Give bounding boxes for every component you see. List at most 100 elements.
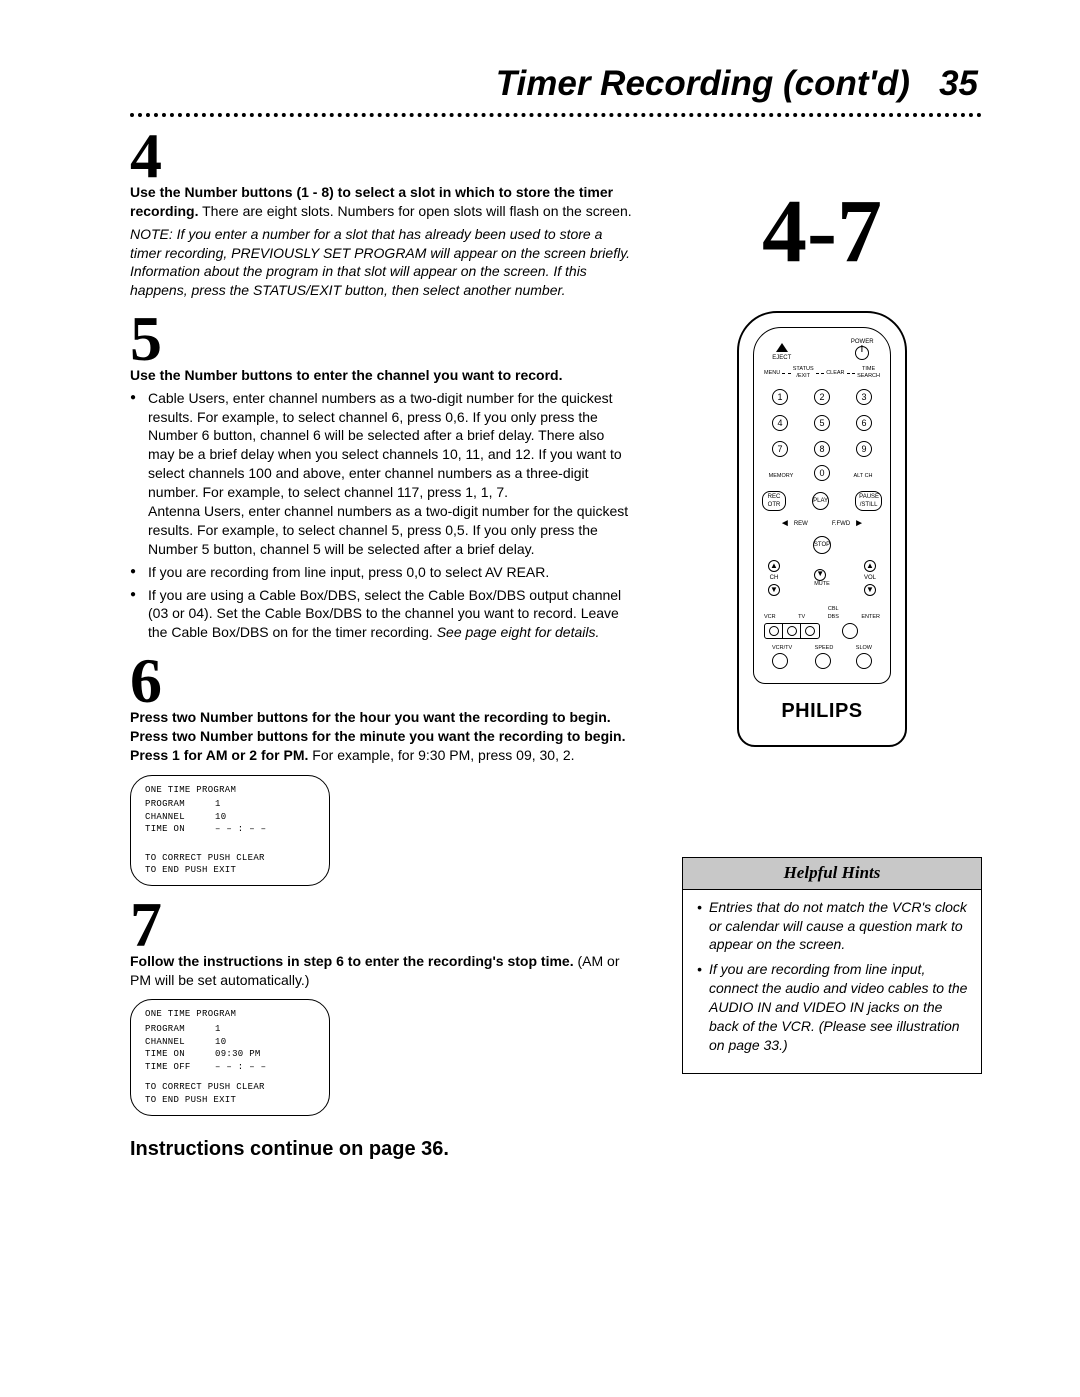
rew-label: REW [794, 520, 808, 528]
vol-label: VOL [864, 574, 876, 582]
osd2-r1k: CHANNEL [145, 1036, 215, 1049]
altch-label: ALT CH [848, 473, 878, 480]
num-4: 4 [772, 415, 788, 431]
ffwd-label: F.FWD [832, 520, 850, 528]
num-0: 0 [814, 465, 830, 481]
ch-label: CH [770, 574, 779, 582]
speed-button [815, 653, 831, 669]
brand-label: PHILIPS [753, 698, 891, 725]
ch-down-icon: ▼ [768, 584, 780, 596]
osd2-r2v: 09:30 PM [215, 1048, 261, 1061]
osd1-r2v: – – : – – [215, 823, 266, 836]
cbl-dbs-label: CBL DBS [828, 606, 839, 621]
slow-button [856, 653, 872, 669]
step4-note: NOTE: If you enter a number for a slot t… [130, 225, 634, 301]
status-exit-label: STATUS /EXIT [791, 366, 816, 381]
osd-screen-1: ONE TIME PROGRAM PROGRAM1 CHANNEL10 TIME… [130, 775, 330, 887]
enter-button [842, 623, 858, 639]
osd1-r1v: 10 [215, 811, 226, 824]
step-7-body: Follow the instructions in step 6 to ent… [130, 952, 634, 990]
side-column: 4-7 EJECT POWER MENU STATUS /EXIT CLEAR … [662, 131, 982, 1162]
big-step-label: 4-7 [662, 171, 982, 293]
dot-rule [130, 113, 982, 117]
osd1-r0k: PROGRAM [145, 798, 215, 811]
ch-up-icon: ▲ [768, 560, 780, 572]
osd1-r2k: TIME ON [145, 823, 215, 836]
osd2-r0v: 1 [215, 1023, 221, 1036]
osd-screen-2: ONE TIME PROGRAM PROGRAM1 CHANNEL10 TIME… [130, 999, 330, 1115]
step5-bullet-1: Cable Users, enter channel numbers as a … [130, 389, 634, 559]
osd1-header: ONE TIME PROGRAM [145, 784, 317, 797]
tv-label: TV [798, 614, 805, 621]
stop-button: STOP [813, 536, 831, 554]
num-5: 5 [814, 415, 830, 431]
mute-button: ▼ [814, 569, 826, 581]
play-button: PLAY [812, 492, 829, 510]
step5-b3b: See page eight for details. [437, 624, 600, 640]
osd2-header: ONE TIME PROGRAM [145, 1008, 317, 1021]
vol-up-icon: ▲ [864, 560, 876, 572]
speed-label: SPEED [815, 645, 834, 652]
osd2-r0k: PROGRAM [145, 1023, 215, 1036]
step5-lead: Use the Number buttons to enter the chan… [130, 366, 634, 385]
step-6-body: Press two Number buttons for the hour yo… [130, 708, 634, 765]
vol-down-icon: ▼ [864, 584, 876, 596]
step4-lead-rest: There are eight slots. Numbers for open … [198, 203, 631, 219]
remote-illustration: EJECT POWER MENU STATUS /EXIT CLEAR TIME… [737, 311, 907, 747]
step5-bullet-3: If you are using a Cable Box/DBS, select… [130, 586, 634, 643]
osd1-r1k: CHANNEL [145, 811, 215, 824]
hints-title: Helpful Hints [683, 858, 981, 890]
memory-label: MEMORY [766, 473, 796, 480]
enter-label: ENTER [861, 614, 880, 621]
step-number-5: 5 [130, 310, 634, 368]
osd2-r3v: – – : – – [215, 1061, 266, 1074]
eject-label: EJECT [772, 355, 791, 361]
page-title: Timer Recording (cont'd) 35 [130, 60, 982, 107]
step5-b1a: Cable Users, enter channel numbers as a … [148, 390, 622, 500]
helpful-hints-box: Helpful Hints Entries that do not match … [682, 857, 982, 1074]
eject-icon [776, 343, 788, 352]
step-number-7: 7 [130, 896, 634, 954]
main-column: 4 Use the Number buttons (1 - 8) to sele… [130, 131, 634, 1162]
vcr-tv-button [772, 653, 788, 669]
rec-otr-button: REC OTR [762, 491, 786, 511]
step6-lead-rest: For example, for 9:30 PM, press 09, 30, … [308, 747, 574, 763]
osd1-r0v: 1 [215, 798, 221, 811]
power-icon [855, 346, 869, 360]
osd1-foot1: TO CORRECT PUSH CLEAR [145, 852, 317, 865]
num-3: 3 [856, 389, 872, 405]
mute-label: MUTE [814, 581, 830, 588]
step-5-body: Use the Number buttons to enter the chan… [130, 366, 634, 642]
vcr-label: VCR [764, 614, 776, 621]
num-2: 2 [814, 389, 830, 405]
ffwd-arrow-icon: ► [854, 517, 864, 531]
osd2-r1v: 10 [215, 1036, 226, 1049]
pause-still-button: PAUSE /STILL [855, 491, 882, 511]
num-8: 8 [814, 441, 830, 457]
continue-text: Instructions continue on page 36. [130, 1136, 634, 1163]
osd2-foot2: TO END PUSH EXIT [145, 1094, 317, 1107]
num-1: 1 [772, 389, 788, 405]
vcr-tv-label: VCR/TV [772, 645, 792, 652]
num-6: 6 [856, 415, 872, 431]
step5-bullet-2: If you are recording from line input, pr… [130, 563, 634, 582]
hint-item-2: If you are recording from line input, co… [697, 960, 969, 1054]
number-grid: 1 2 3 4 5 6 7 8 9 [768, 389, 876, 457]
page-number: 35 [939, 64, 978, 103]
osd2-foot1: TO CORRECT PUSH CLEAR [145, 1081, 317, 1094]
num-9: 9 [856, 441, 872, 457]
source-selector [764, 623, 820, 639]
osd1-foot2: TO END PUSH EXIT [145, 864, 317, 877]
step-number-4: 4 [130, 127, 634, 185]
menu-label: MENU [762, 370, 782, 377]
osd2-r2k: TIME ON [145, 1048, 215, 1061]
power-label: POWER [851, 339, 874, 345]
rew-arrow-icon: ◄ [780, 517, 790, 531]
step-4-body: Use the Number buttons (1 - 8) to select… [130, 183, 634, 300]
step7-lead-bold: Follow the instructions in step 6 to ent… [130, 953, 574, 969]
osd2-r3k: TIME OFF [145, 1061, 215, 1074]
num-7: 7 [772, 441, 788, 457]
clear-label: CLEAR [824, 370, 846, 377]
time-search-label: TIME SEARCH [855, 366, 882, 381]
page-title-text: Timer Recording (cont'd) [496, 64, 910, 103]
